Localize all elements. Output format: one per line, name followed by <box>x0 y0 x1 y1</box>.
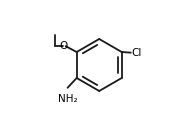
Text: O: O <box>60 41 68 51</box>
Text: NH₂: NH₂ <box>58 94 78 104</box>
Text: Cl: Cl <box>131 48 142 58</box>
